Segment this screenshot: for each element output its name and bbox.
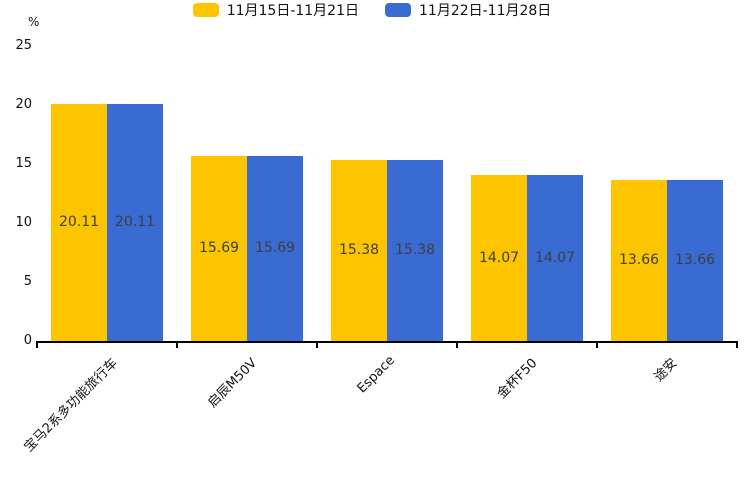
x-axis-tick [456, 341, 458, 348]
y-axis-tick-label: 20 [15, 97, 32, 112]
bar-value-label: 15.69 [198, 240, 240, 257]
x-category-label: 宝马2系多功能旅行车 [21, 355, 121, 456]
bar-value-label: 14.07 [534, 249, 576, 266]
legend-item-week2: 11月22日-11月28日 [385, 0, 551, 20]
bar-series1-0 [51, 103, 107, 341]
bar-series2-0 [107, 103, 163, 341]
bar-series2-4 [667, 179, 723, 341]
bar-value-label: 15.38 [394, 242, 436, 259]
x-axis-tick [176, 341, 178, 348]
bar-value-label: 20.11 [58, 214, 100, 231]
y-axis-tick-label: 0 [23, 333, 32, 348]
y-axis-tick-label: 10 [15, 215, 32, 230]
x-axis-tick [36, 341, 38, 348]
x-category-label: 金杯F50 [494, 355, 541, 402]
x-axis-tick [736, 341, 738, 348]
bar-series2-2 [387, 159, 443, 341]
bar-series1-3 [471, 174, 527, 341]
bar-series1-1 [191, 155, 247, 341]
x-axis-tick [596, 341, 598, 348]
y-axis-unit-label: % [28, 15, 40, 29]
bar-value-label: 20.11 [114, 214, 156, 231]
x-axis-line [37, 341, 737, 343]
x-category-label: 途安 [651, 355, 681, 385]
bar-series2-3 [527, 174, 583, 341]
legend-label-week2: 11月22日-11月28日 [419, 3, 552, 19]
y-axis-tick-label: 15 [15, 156, 32, 171]
bar-value-label: 14.07 [478, 249, 520, 266]
x-category-label: Espace [354, 353, 398, 397]
legend: 11月15日-11月21日 11月22日-11月28日 [0, 0, 744, 20]
bar-series1-4 [611, 179, 667, 341]
x-category-label: 启辰M50V [205, 355, 261, 411]
legend-swatch-week2 [385, 3, 411, 17]
bar-value-label: 13.66 [618, 252, 660, 269]
y-axis-tick-label: 25 [15, 38, 32, 53]
bar-series2-1 [247, 155, 303, 341]
legend-swatch-week1 [192, 3, 219, 17]
legend-item-week1: 11月15日-11月21日 [192, 0, 359, 20]
x-axis-tick [316, 341, 318, 348]
bar-value-label: 15.69 [254, 240, 296, 257]
bar-value-label: 13.66 [674, 252, 716, 269]
y-axis-tick-label: 5 [23, 274, 32, 289]
legend-label-week1: 11月15日-11月21日 [226, 3, 359, 19]
bar-series1-2 [331, 159, 387, 341]
bar-value-label: 15.38 [338, 242, 380, 259]
